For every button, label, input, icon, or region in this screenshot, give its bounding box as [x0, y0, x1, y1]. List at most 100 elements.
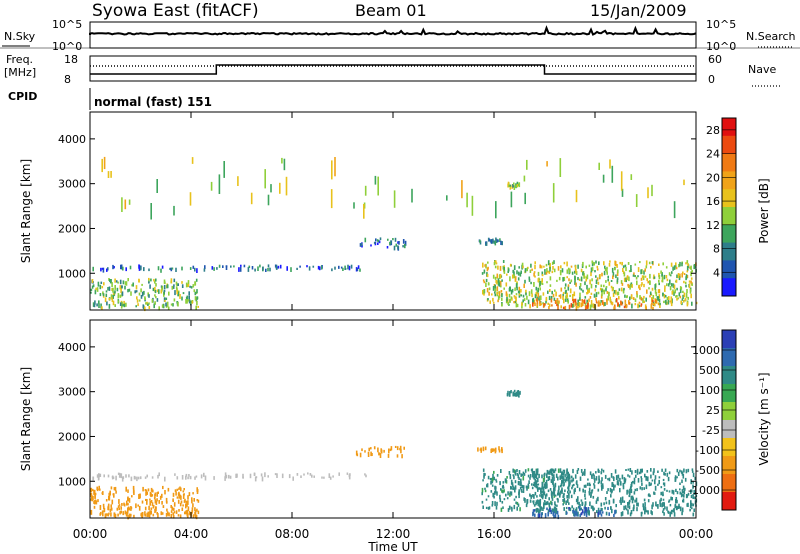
noise-trace [89, 25, 697, 36]
heatmap-cell [493, 262, 496, 266]
heatmap-cell [148, 305, 151, 309]
heatmap-cell [151, 298, 154, 303]
heatmap-cell [578, 302, 581, 308]
heatmap-cell [292, 476, 294, 481]
heatmap-cell [503, 498, 506, 501]
heatmap-cell [645, 476, 647, 481]
heatmap-cell [671, 290, 674, 295]
heatmap-cell [609, 296, 611, 302]
heatmap-cell [299, 265, 301, 268]
heatmap-cell [211, 266, 214, 270]
heatmap-cell [191, 507, 194, 512]
heatmap-cell [276, 473, 278, 478]
heatmap-cell [636, 488, 638, 492]
heatmap-cell [605, 511, 608, 516]
heatmap-cell [575, 498, 578, 503]
heatmap-cell [518, 294, 521, 298]
heatmap-cell [658, 275, 661, 280]
heatmap-cell [247, 267, 250, 272]
heatmap-cell [670, 296, 673, 301]
heatmap-cell [492, 301, 495, 304]
heatmap-cell [507, 508, 510, 512]
heatmap-cell [163, 279, 166, 284]
heatmap-cell [507, 270, 509, 273]
heatmap-cell [613, 306, 615, 310]
heatmap-cell [599, 302, 602, 305]
heatmap-cell [587, 289, 589, 295]
heatmap-cell [544, 303, 546, 306]
heatmap-cell [549, 469, 552, 474]
heatmap-cell [578, 506, 581, 511]
heatmap-cell [590, 271, 592, 277]
heatmap-cell [570, 475, 573, 479]
heatmap-cell [603, 289, 605, 295]
heatmap-cell [573, 291, 576, 297]
heatmap-cell [691, 468, 694, 471]
heatmap-cell [577, 301, 580, 306]
heatmap-cell [578, 501, 580, 506]
heatmap-cell [183, 493, 185, 496]
heatmap-cell [620, 512, 623, 517]
heatmap-cell [567, 477, 570, 482]
heatmap-cell [483, 472, 485, 477]
heatmap-cell [133, 490, 135, 495]
heatmap-cell [494, 260, 496, 264]
heatmap-cell [446, 195, 448, 201]
heatmap-cell [364, 237, 367, 243]
heatmap-cell [342, 267, 344, 271]
heatmap-cell [645, 484, 648, 490]
heatmap-cell [374, 175, 377, 185]
heatmap-cell [549, 488, 552, 491]
heatmap-cell [196, 289, 198, 294]
heatmap-cell [692, 494, 694, 497]
heatmap-cell [565, 501, 567, 505]
heatmap-cell [604, 265, 606, 269]
heatmap-cell [486, 267, 489, 272]
heatmap-cell [172, 498, 174, 502]
heatmap-cell [612, 476, 615, 479]
heatmap-cell [581, 472, 584, 476]
x-tick-label: 12:00 [376, 527, 411, 541]
heatmap-cell [641, 282, 643, 286]
heatmap-cell [120, 510, 122, 514]
heatmap-cell [196, 487, 198, 492]
heatmap-cell [338, 472, 340, 476]
heatmap-cell [487, 237, 490, 242]
heatmap-cell [260, 473, 263, 477]
freq-trace [90, 64, 696, 75]
heatmap-cell [109, 490, 111, 496]
heatmap-cell [612, 272, 615, 277]
heatmap-cell [574, 270, 576, 274]
heatmap-cell [373, 446, 376, 450]
heatmap-cell [547, 509, 550, 515]
heatmap-cell [484, 487, 486, 490]
heatmap-cell [632, 297, 635, 300]
heatmap-cell [125, 267, 127, 272]
heatmap-cell [186, 299, 188, 304]
heatmap-cell [355, 267, 358, 272]
heatmap-cell [651, 297, 653, 301]
heatmap-cell [559, 468, 562, 473]
heatmap-cell [541, 282, 544, 285]
heatmap-cell [551, 468, 554, 472]
heatmap-cell [152, 489, 154, 493]
heatmap-cell [135, 503, 137, 509]
heatmap-cell [661, 468, 663, 472]
heatmap-cell [559, 475, 561, 480]
heatmap-cell [568, 475, 571, 479]
heatmap-cell [690, 500, 692, 506]
heatmap-cell [515, 501, 517, 505]
heatmap-cell [689, 266, 691, 269]
colorbar-segment [722, 260, 736, 279]
heatmap-cell [595, 476, 598, 481]
colorbar-segment [722, 224, 736, 244]
heatmap-cell [511, 507, 513, 512]
heatmap-cell [518, 266, 520, 269]
heatmap-cell [560, 474, 563, 479]
heatmap-cell [161, 501, 163, 505]
heatmap-cell [92, 266, 94, 272]
heatmap-cell [686, 260, 689, 264]
heatmap-cell [361, 244, 363, 248]
heatmap-cell [168, 512, 170, 517]
heatmap-cell [144, 297, 146, 301]
